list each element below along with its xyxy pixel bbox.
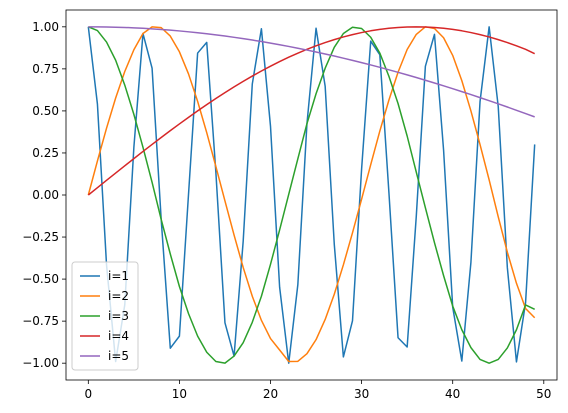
y-tick-label: 0.00	[32, 188, 59, 202]
plot-lines	[87, 26, 536, 364]
series-line-5	[88, 26, 535, 118]
legend-label-1: i=1	[108, 269, 129, 283]
x-tick-label: 30	[354, 387, 369, 401]
series-line-4	[87, 26, 536, 196]
series-line-1	[87, 26, 536, 364]
legend-label-4: i=4	[108, 329, 129, 343]
legend-box	[71, 261, 139, 371]
x-tick-label: 40	[445, 387, 460, 401]
x-axis: 0 10 20 30 40 50	[84, 380, 551, 401]
y-tick-label: −0.50	[22, 272, 59, 286]
x-tick-label: 50	[536, 387, 551, 401]
y-tick-label: 0.50	[32, 104, 59, 118]
legend-label-3: i=3	[108, 309, 129, 323]
y-axis: −1.00 −0.75 −0.50 −0.25 0.00 0.25 0.50 0.75 1.00	[22, 20, 66, 370]
legend-label-5: i=5	[108, 349, 129, 363]
legend: i=1 i=2 i=3 i=4 i=5	[71, 261, 139, 371]
x-tick-label: 10	[172, 387, 187, 401]
y-tick-label: 1.00	[32, 20, 59, 34]
x-tick-label: 0	[84, 387, 92, 401]
y-tick-label: 0.75	[32, 62, 59, 76]
y-tick-label: −0.75	[22, 314, 59, 328]
y-tick-label: −0.25	[22, 230, 59, 244]
x-tick-label: 20	[263, 387, 278, 401]
y-tick-label: 0.25	[32, 146, 59, 160]
series-line-3	[88, 26, 536, 364]
y-tick-label: −1.00	[22, 356, 59, 370]
legend-label-2: i=2	[108, 289, 129, 303]
